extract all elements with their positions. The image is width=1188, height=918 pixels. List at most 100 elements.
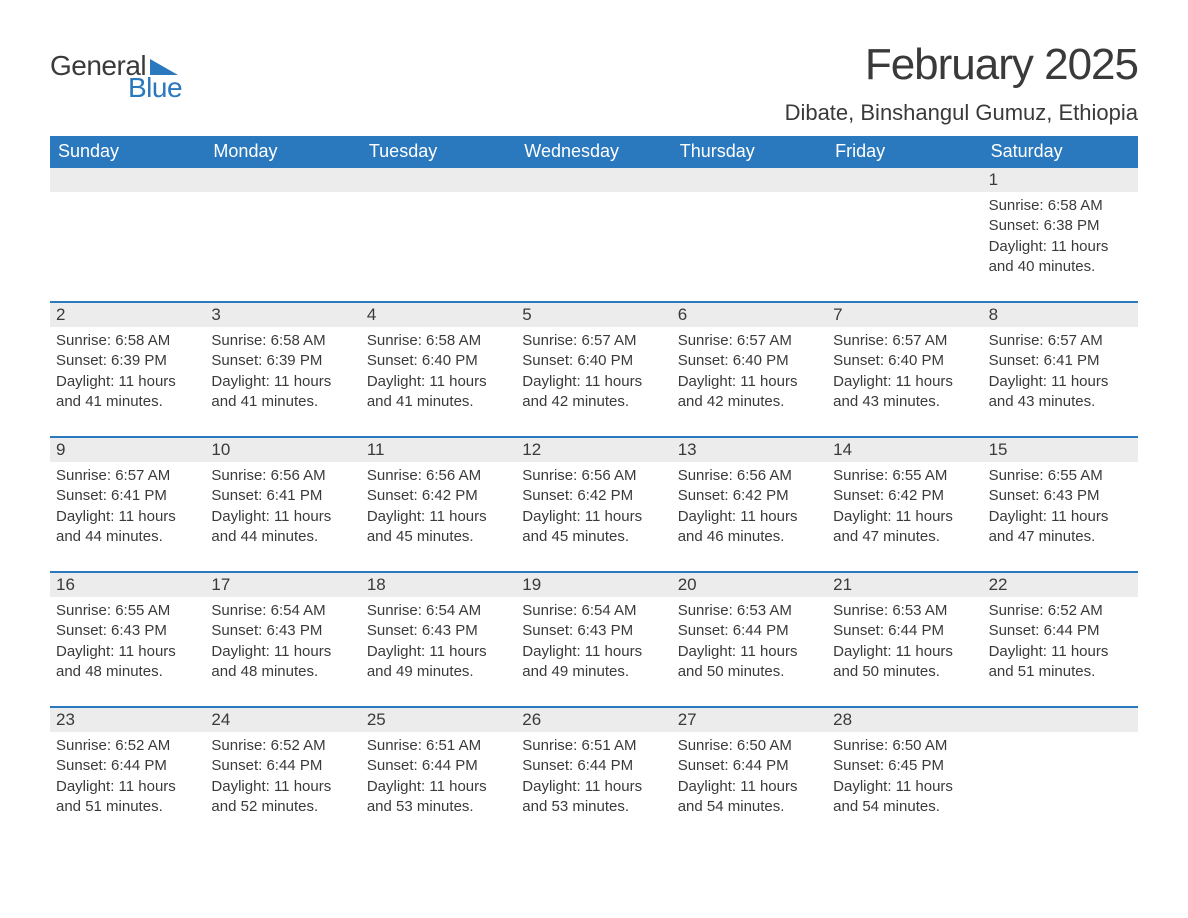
daylight-text: Daylight: 11 hours and 52 minutes.: [211, 777, 354, 818]
week-row: 16171819202122Sunrise: 6:55 AMSunset: 6:…: [50, 571, 1138, 688]
daylight-text: Daylight: 11 hours and 47 minutes.: [833, 507, 976, 548]
sunset-text: Sunset: 6:44 PM: [211, 756, 354, 776]
daylight-text: Daylight: 11 hours and 43 minutes.: [989, 372, 1132, 413]
sunset-text: Sunset: 6:40 PM: [833, 351, 976, 371]
sunset-text: Sunset: 6:38 PM: [989, 216, 1132, 236]
weekday-header: Tuesday: [361, 136, 516, 168]
daylight-text: Daylight: 11 hours and 54 minutes.: [678, 777, 821, 818]
day-number: [672, 168, 827, 192]
daylight-text: Daylight: 11 hours and 50 minutes.: [678, 642, 821, 683]
day-number: 1: [983, 168, 1138, 192]
sunset-text: Sunset: 6:40 PM: [522, 351, 665, 371]
day-number: [827, 168, 982, 192]
day-number: 25: [361, 708, 516, 732]
day-cell: Sunrise: 6:58 AMSunset: 6:40 PMDaylight:…: [361, 327, 516, 418]
weekday-header: Wednesday: [516, 136, 671, 168]
sunset-text: Sunset: 6:40 PM: [367, 351, 510, 371]
sunrise-text: Sunrise: 6:57 AM: [56, 466, 199, 486]
week-row: 2345678Sunrise: 6:58 AMSunset: 6:39 PMDa…: [50, 301, 1138, 418]
daylight-text: Daylight: 11 hours and 45 minutes.: [522, 507, 665, 548]
sunrise-text: Sunrise: 6:52 AM: [56, 736, 199, 756]
daylight-text: Daylight: 11 hours and 44 minutes.: [211, 507, 354, 548]
weekday-header: Sunday: [50, 136, 205, 168]
day-cell: Sunrise: 6:57 AMSunset: 6:40 PMDaylight:…: [827, 327, 982, 418]
sunrise-text: Sunrise: 6:56 AM: [367, 466, 510, 486]
daylight-text: Daylight: 11 hours and 54 minutes.: [833, 777, 976, 818]
day-cell: [50, 192, 205, 283]
daylight-text: Daylight: 11 hours and 48 minutes.: [211, 642, 354, 683]
location-subtitle: Dibate, Binshangul Gumuz, Ethiopia: [785, 100, 1138, 126]
sunrise-text: Sunrise: 6:58 AM: [56, 331, 199, 351]
sunset-text: Sunset: 6:42 PM: [678, 486, 821, 506]
day-cell: Sunrise: 6:52 AMSunset: 6:44 PMDaylight:…: [50, 732, 205, 823]
daylight-text: Daylight: 11 hours and 48 minutes.: [56, 642, 199, 683]
sunset-text: Sunset: 6:42 PM: [522, 486, 665, 506]
day-number: 3: [205, 303, 360, 327]
month-title: February 2025: [785, 40, 1138, 90]
sunset-text: Sunset: 6:44 PM: [678, 756, 821, 776]
day-number: 16: [50, 573, 205, 597]
sunset-text: Sunset: 6:44 PM: [56, 756, 199, 776]
daylight-text: Daylight: 11 hours and 44 minutes.: [56, 507, 199, 548]
day-cell: Sunrise: 6:57 AMSunset: 6:40 PMDaylight:…: [672, 327, 827, 418]
day-cell: Sunrise: 6:51 AMSunset: 6:44 PMDaylight:…: [361, 732, 516, 823]
day-cell: Sunrise: 6:56 AMSunset: 6:42 PMDaylight:…: [672, 462, 827, 553]
day-number: [983, 708, 1138, 732]
day-cell: [205, 192, 360, 283]
sunrise-text: Sunrise: 6:58 AM: [367, 331, 510, 351]
sunrise-text: Sunrise: 6:51 AM: [367, 736, 510, 756]
day-number: 21: [827, 573, 982, 597]
sunrise-text: Sunrise: 6:51 AM: [522, 736, 665, 756]
week-row: 1Sunrise: 6:58 AMSunset: 6:38 PMDaylight…: [50, 168, 1138, 283]
daylight-text: Daylight: 11 hours and 45 minutes.: [367, 507, 510, 548]
day-number: 11: [361, 438, 516, 462]
sunset-text: Sunset: 6:43 PM: [211, 621, 354, 641]
day-number: 14: [827, 438, 982, 462]
sunset-text: Sunset: 6:43 PM: [522, 621, 665, 641]
day-cell: Sunrise: 6:53 AMSunset: 6:44 PMDaylight:…: [827, 597, 982, 688]
sunset-text: Sunset: 6:44 PM: [678, 621, 821, 641]
sunset-text: Sunset: 6:44 PM: [989, 621, 1132, 641]
day-number: 26: [516, 708, 671, 732]
day-cell: Sunrise: 6:58 AMSunset: 6:39 PMDaylight:…: [50, 327, 205, 418]
sunrise-text: Sunrise: 6:50 AM: [833, 736, 976, 756]
day-cell: Sunrise: 6:55 AMSunset: 6:43 PMDaylight:…: [983, 462, 1138, 553]
sunset-text: Sunset: 6:42 PM: [833, 486, 976, 506]
sunrise-text: Sunrise: 6:50 AM: [678, 736, 821, 756]
day-number: 24: [205, 708, 360, 732]
sunrise-text: Sunrise: 6:55 AM: [56, 601, 199, 621]
day-number: 5: [516, 303, 671, 327]
day-cell: Sunrise: 6:55 AMSunset: 6:43 PMDaylight:…: [50, 597, 205, 688]
sunset-text: Sunset: 6:43 PM: [367, 621, 510, 641]
daylight-text: Daylight: 11 hours and 40 minutes.: [989, 237, 1132, 278]
day-cell: Sunrise: 6:54 AMSunset: 6:43 PMDaylight:…: [516, 597, 671, 688]
sunset-text: Sunset: 6:44 PM: [833, 621, 976, 641]
weekday-header: Monday: [205, 136, 360, 168]
sunset-text: Sunset: 6:42 PM: [367, 486, 510, 506]
day-number: 20: [672, 573, 827, 597]
day-cell: Sunrise: 6:54 AMSunset: 6:43 PMDaylight:…: [361, 597, 516, 688]
sunrise-text: Sunrise: 6:54 AM: [211, 601, 354, 621]
sunrise-text: Sunrise: 6:53 AM: [833, 601, 976, 621]
daylight-text: Daylight: 11 hours and 42 minutes.: [522, 372, 665, 413]
day-cell: [827, 192, 982, 283]
daylight-text: Daylight: 11 hours and 49 minutes.: [522, 642, 665, 683]
day-cell: Sunrise: 6:58 AMSunset: 6:38 PMDaylight:…: [983, 192, 1138, 283]
daylight-text: Daylight: 11 hours and 51 minutes.: [989, 642, 1132, 683]
weekday-header-row: Sunday Monday Tuesday Wednesday Thursday…: [50, 136, 1138, 168]
daylight-text: Daylight: 11 hours and 46 minutes.: [678, 507, 821, 548]
sunrise-text: Sunrise: 6:55 AM: [989, 466, 1132, 486]
day-cell: Sunrise: 6:52 AMSunset: 6:44 PMDaylight:…: [205, 732, 360, 823]
day-cell: Sunrise: 6:57 AMSunset: 6:40 PMDaylight:…: [516, 327, 671, 418]
daylight-text: Daylight: 11 hours and 53 minutes.: [367, 777, 510, 818]
sunset-text: Sunset: 6:44 PM: [522, 756, 665, 776]
sunset-text: Sunset: 6:44 PM: [367, 756, 510, 776]
daylight-text: Daylight: 11 hours and 47 minutes.: [989, 507, 1132, 548]
day-cell: Sunrise: 6:50 AMSunset: 6:44 PMDaylight:…: [672, 732, 827, 823]
day-cell: Sunrise: 6:53 AMSunset: 6:44 PMDaylight:…: [672, 597, 827, 688]
day-number: [361, 168, 516, 192]
day-number: 2: [50, 303, 205, 327]
sunrise-text: Sunrise: 6:57 AM: [989, 331, 1132, 351]
day-number: 12: [516, 438, 671, 462]
week-row: 9101112131415Sunrise: 6:57 AMSunset: 6:4…: [50, 436, 1138, 553]
